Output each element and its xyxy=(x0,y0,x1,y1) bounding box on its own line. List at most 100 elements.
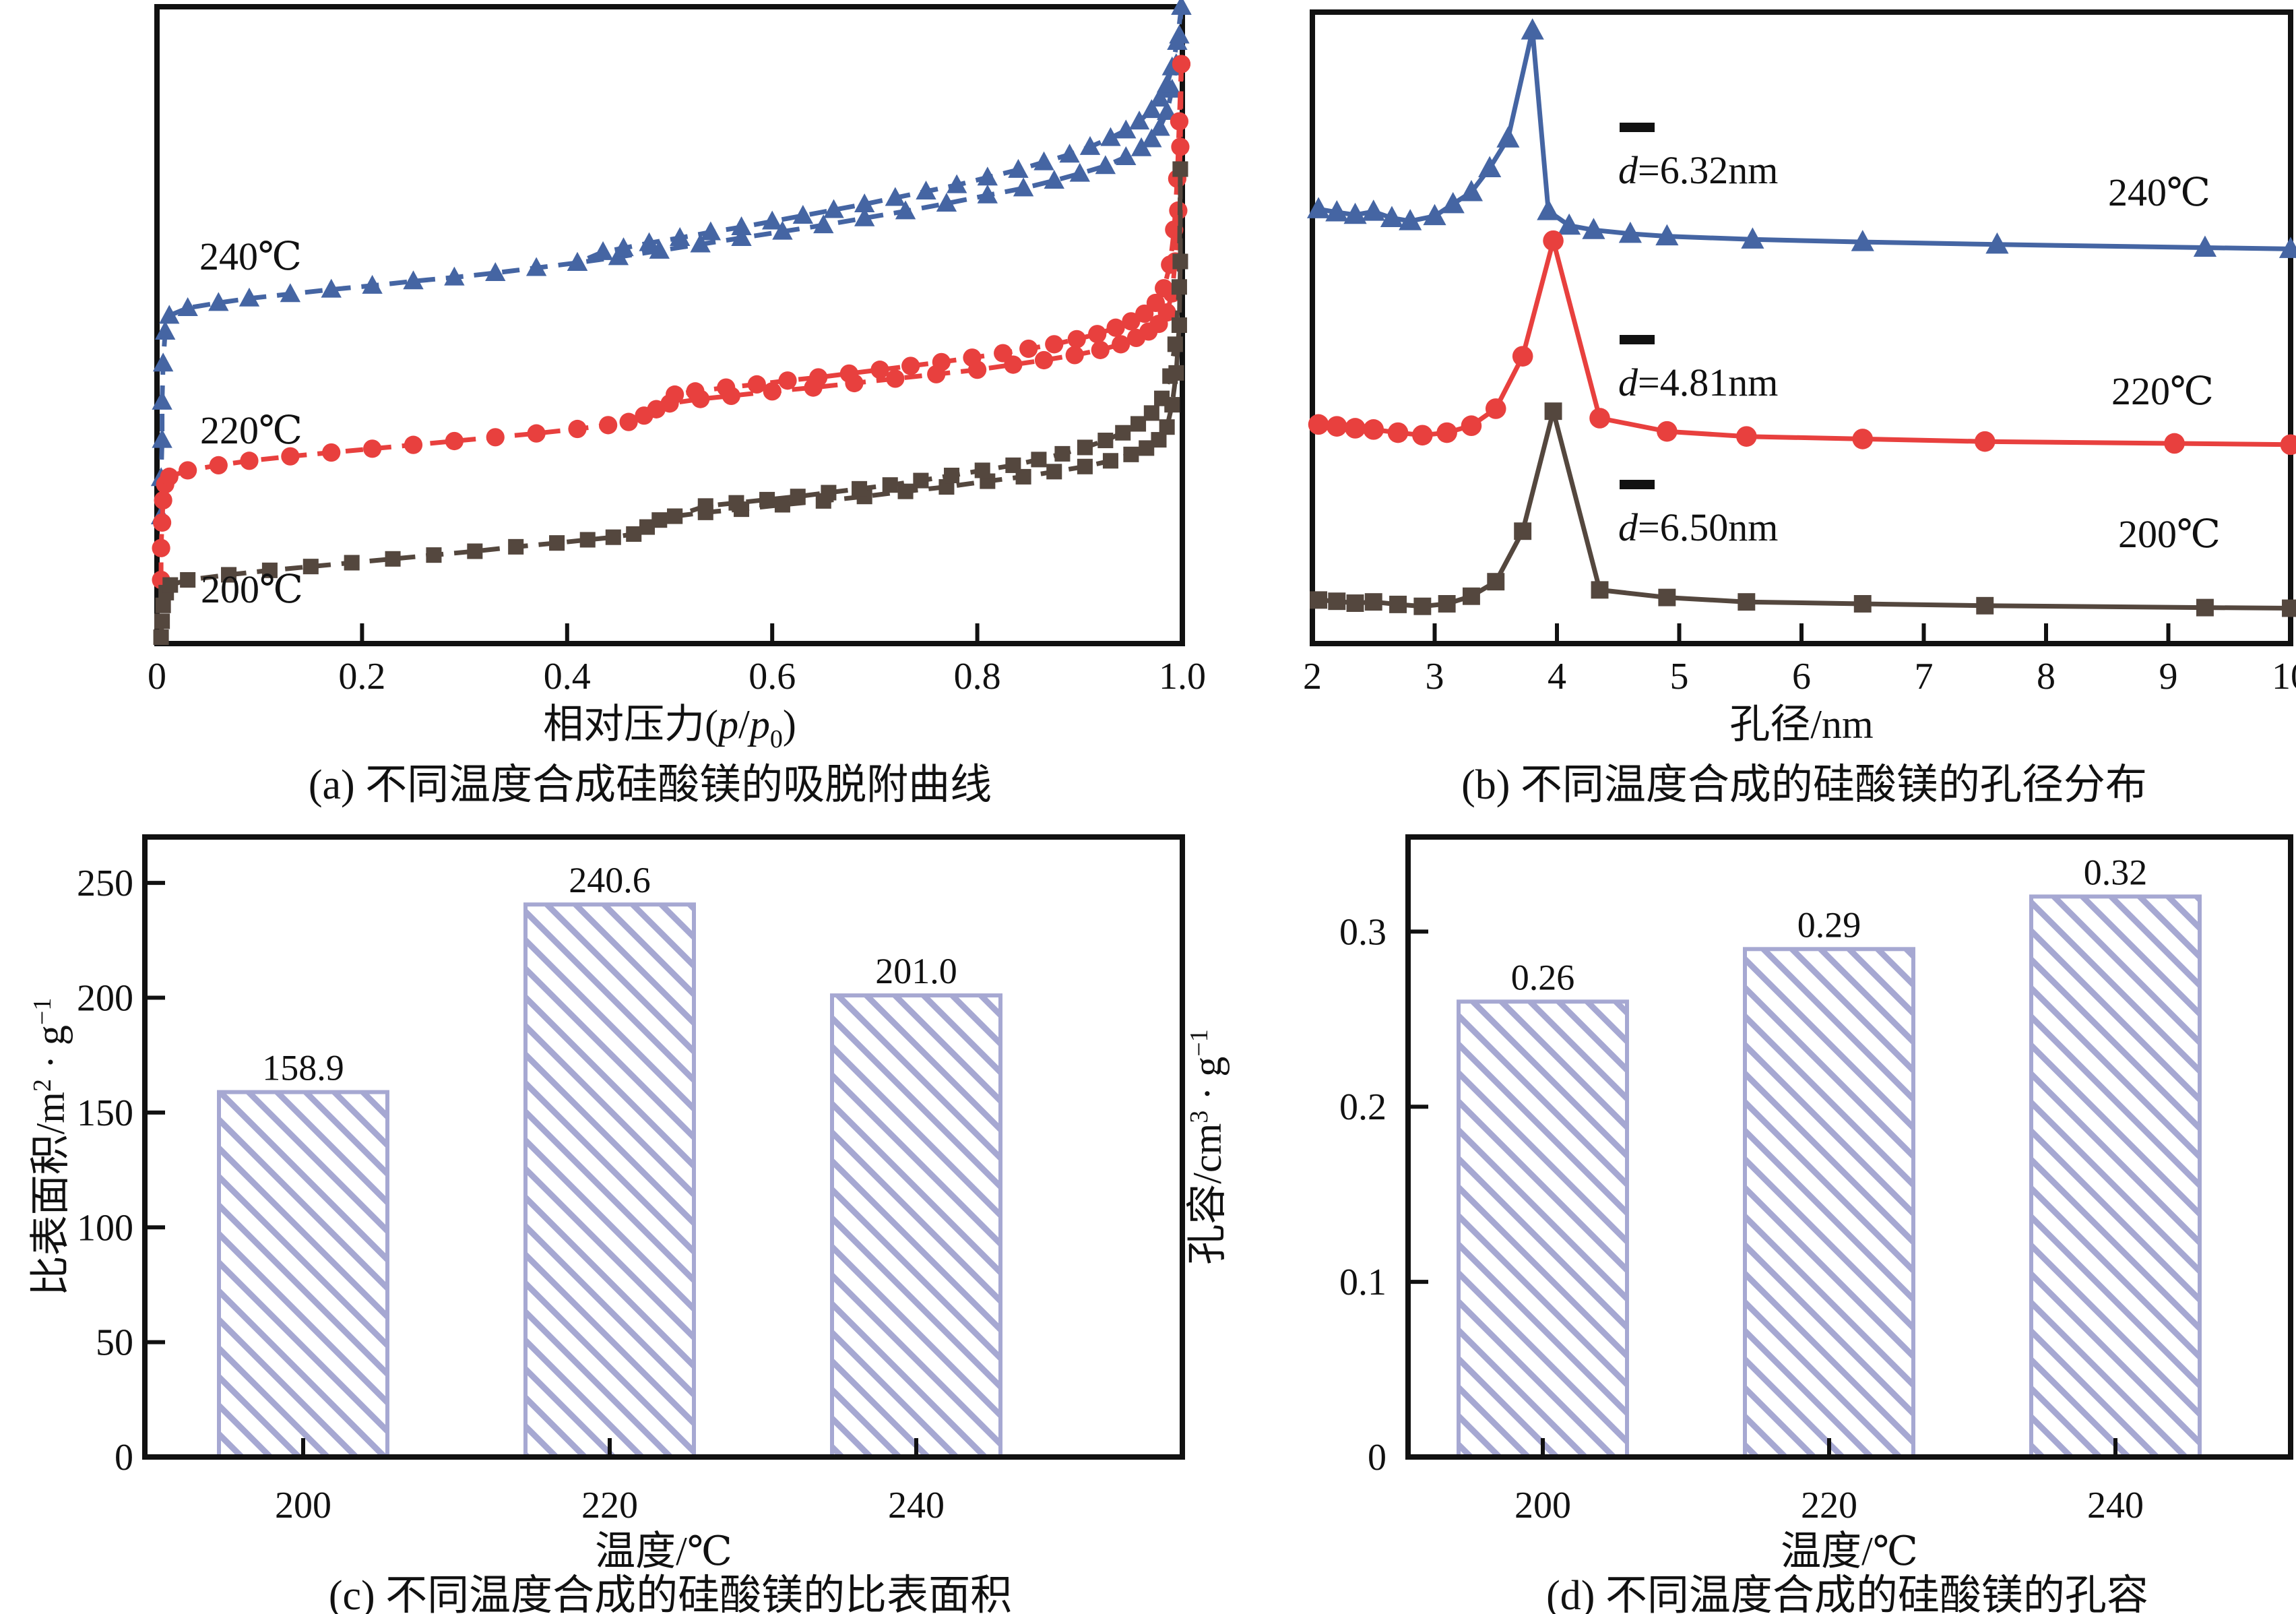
marker-circle xyxy=(2280,434,2296,456)
marker-square xyxy=(852,480,868,497)
marker-circle xyxy=(1034,350,1054,370)
marker-triangle xyxy=(1033,151,1054,170)
marker-triangle xyxy=(1441,191,1465,214)
marker-triangle xyxy=(1459,180,1484,201)
marker-circle xyxy=(901,356,920,375)
marker-triangle xyxy=(1478,156,1502,177)
marker-square xyxy=(1737,593,1756,611)
marker-square xyxy=(897,483,914,499)
marker-triangle xyxy=(152,390,172,410)
marker-triangle xyxy=(1059,144,1080,163)
marker-square xyxy=(508,538,524,555)
a-series-line xyxy=(576,6,1184,266)
d-category-label: 200 xyxy=(1514,1485,1571,1526)
marker-square xyxy=(2282,599,2296,617)
marker-square xyxy=(549,535,565,551)
marker-square xyxy=(221,567,237,583)
marker-circle xyxy=(1512,346,1533,367)
b-series-label-240: 240℃ xyxy=(2108,170,2210,214)
marker-triangle xyxy=(1343,202,1367,224)
marker-square xyxy=(790,489,806,505)
marker-circle xyxy=(568,419,587,439)
marker-circle xyxy=(932,352,951,371)
c-category-label: 200 xyxy=(275,1485,331,1526)
marker-triangle xyxy=(977,184,998,204)
c-category-label: 240 xyxy=(888,1485,945,1526)
marker-triangle xyxy=(700,221,722,241)
marker-circle xyxy=(1308,414,1329,435)
c-yaxis-label: 比表面积/m2 · g−1 xyxy=(28,998,73,1297)
a-plot-box xyxy=(154,4,1185,646)
a-series-label-220: 220℃ xyxy=(200,408,302,452)
marker-circle xyxy=(963,348,982,367)
marker-circle xyxy=(1387,422,1409,443)
marker-circle xyxy=(1345,418,1366,439)
bar xyxy=(1743,947,1915,1459)
b-dlabel-220: d=4.81nm xyxy=(1618,361,1778,404)
b-xtick-label: 3 xyxy=(1426,656,1444,697)
marker-square xyxy=(882,477,898,493)
d-ytick-label: 0.3 xyxy=(1339,911,1386,953)
marker-triangle xyxy=(1655,224,1679,246)
a-xaxis-label: 相对压力(p/p0) xyxy=(543,702,796,753)
b-xtick-label: 5 xyxy=(1670,656,1689,697)
marker-square xyxy=(385,551,401,567)
marker-square xyxy=(1154,390,1170,406)
marker-square xyxy=(1151,432,1167,448)
marker-triangle xyxy=(321,278,342,298)
bar xyxy=(830,993,1002,1459)
marker-circle xyxy=(1091,340,1110,359)
marker-triangle xyxy=(613,237,634,257)
marker-circle xyxy=(1088,325,1107,344)
marker-triangle xyxy=(592,241,614,260)
marker-circle xyxy=(404,435,423,454)
c-ytick-label: 150 xyxy=(77,1092,133,1134)
marker-triangle xyxy=(1079,135,1101,155)
marker-circle xyxy=(809,368,828,387)
marker-circle xyxy=(1412,425,1433,446)
marker-triangle xyxy=(1423,204,1446,226)
d-bar-value-label: 0.32 xyxy=(2084,852,2148,892)
marker-square xyxy=(579,532,596,548)
marker-square xyxy=(1077,458,1093,474)
marker-triangle xyxy=(895,200,916,220)
marker-triangle xyxy=(936,193,957,212)
marker-square xyxy=(1364,593,1382,611)
marker-triangle xyxy=(1116,119,1137,139)
marker-triangle xyxy=(1306,197,1331,218)
marker-circle xyxy=(179,461,197,480)
marker-circle xyxy=(281,447,300,466)
marker-circle xyxy=(1019,339,1038,359)
b-overbar-240 xyxy=(1620,123,1655,132)
marker-circle xyxy=(1852,429,1874,449)
marker-circle xyxy=(1461,415,1482,437)
marker-square xyxy=(1054,445,1071,462)
marker-circle xyxy=(599,416,618,435)
marker-triangle xyxy=(670,227,691,247)
marker-square xyxy=(1976,596,1994,615)
d-bar-value-label: 0.26 xyxy=(1511,957,1575,997)
marker-triangle xyxy=(1741,227,1764,249)
marker-square xyxy=(162,577,179,593)
marker-triangle xyxy=(1095,155,1116,175)
marker-triangle xyxy=(1399,209,1422,230)
marker-triangle xyxy=(403,270,424,290)
c-bar-value-label: 158.9 xyxy=(262,1048,344,1088)
marker-triangle xyxy=(238,287,260,307)
d-yaxis-label: 孔容/cm3 · g−1 xyxy=(1185,1029,1230,1264)
a-series-line xyxy=(158,63,1184,580)
marker-triangle xyxy=(1171,0,1192,15)
marker-triangle xyxy=(1141,99,1162,119)
marker-square xyxy=(774,497,790,513)
marker-circle xyxy=(209,456,228,475)
b-xtick-label: 10 xyxy=(2272,656,2296,697)
marker-square xyxy=(302,559,319,575)
marker-triangle xyxy=(1985,232,2009,254)
marker-triangle xyxy=(208,292,229,311)
marker-circle xyxy=(1657,421,1678,442)
marker-square xyxy=(1853,595,1872,613)
marker-circle xyxy=(747,375,766,394)
b-xtick-label: 8 xyxy=(2037,656,2055,697)
marker-circle xyxy=(240,452,259,470)
c-caption: (c) 不同温度合成的硅酸镁的比表面积 xyxy=(329,1573,1012,1614)
